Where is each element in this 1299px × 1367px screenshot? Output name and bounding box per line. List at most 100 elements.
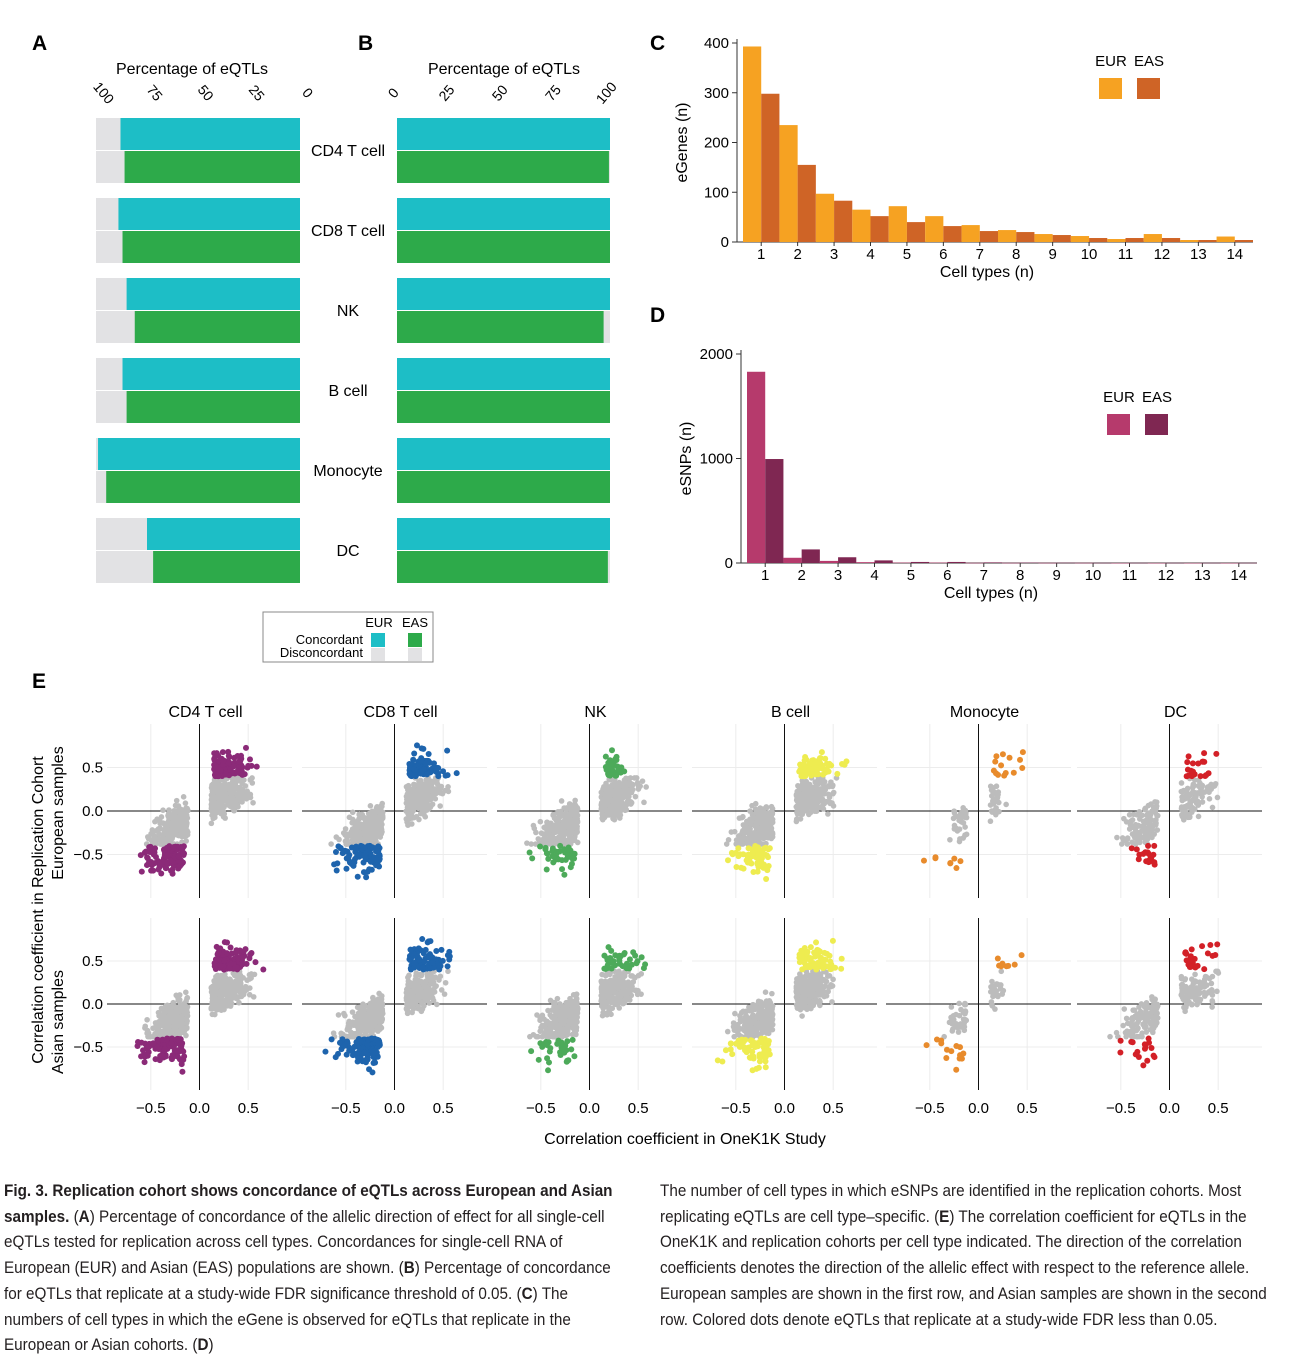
facet-title: B cell (771, 704, 810, 721)
replicated-point (565, 844, 572, 851)
replicated-point (211, 755, 218, 762)
concordant-bar (153, 551, 300, 583)
grey-point (349, 1009, 356, 1015)
replicated-point (411, 766, 418, 773)
grey-point (409, 821, 415, 827)
replicated-point (567, 864, 574, 871)
replicated-point (234, 768, 241, 775)
grey-point (567, 801, 574, 808)
grey-point (229, 801, 235, 807)
y-tick-label: 100 (704, 184, 729, 201)
concordant-bar (397, 311, 604, 343)
panel-b-tick-label: 75 (542, 82, 564, 104)
grey-point (145, 834, 151, 840)
grey-point (632, 987, 638, 994)
x-tick-label: 14 (1226, 246, 1243, 263)
grey-point (209, 986, 215, 992)
legend-swatch-eur (1099, 78, 1122, 99)
grey-point (442, 979, 449, 986)
grey-point (421, 811, 427, 818)
grey-point (162, 1027, 168, 1034)
replicated-point (233, 964, 240, 971)
replicated-point (444, 963, 451, 970)
grey-point (164, 835, 171, 842)
replicated-point (366, 866, 373, 873)
grey-point (632, 793, 639, 800)
grey-point (359, 823, 366, 829)
grey-point (182, 809, 189, 816)
grey-point (599, 804, 605, 811)
grey-point (360, 1011, 367, 1017)
grey-point (601, 791, 608, 797)
grey-point (417, 989, 423, 996)
replicated-point (248, 762, 255, 769)
grey-point (157, 841, 164, 847)
replicated-point (427, 938, 434, 945)
grey-point (182, 800, 189, 806)
replicated-point (546, 1059, 552, 1066)
replicated-point (147, 848, 154, 855)
grey-point (368, 823, 374, 830)
grey-point (610, 781, 616, 788)
replicated-point (145, 1043, 152, 1050)
bar-eur (1184, 562, 1203, 564)
y-tick-label: 0 (725, 555, 733, 572)
grey-point (213, 995, 219, 1002)
replicated-point (408, 950, 415, 957)
grey-point (430, 976, 436, 982)
grey-point (179, 819, 185, 826)
y-tick-label: 0.5 (82, 953, 103, 970)
grey-point (154, 1025, 161, 1031)
grey-point (571, 835, 577, 842)
x-tick-label: 4 (866, 246, 874, 263)
replicated-point (332, 849, 339, 856)
grey-point (338, 1030, 344, 1037)
panel-a-tick-label: 75 (144, 82, 166, 104)
x-tick-label: 2 (797, 567, 805, 584)
bar-eas (797, 164, 816, 242)
grey-point (404, 986, 411, 992)
replicated-point (569, 1036, 576, 1043)
grey-point (420, 797, 427, 804)
replicated-point (260, 966, 267, 973)
grey-point (635, 782, 642, 789)
x-tick-label: 0.0 (384, 1100, 405, 1117)
grey-point (219, 985, 226, 992)
concordant-bar (397, 391, 610, 423)
grey-point (166, 820, 172, 826)
grey-point (548, 1020, 554, 1027)
grey-point (214, 1007, 220, 1013)
grey-point (149, 827, 156, 833)
grey-point (183, 1020, 190, 1026)
legend-box (262, 611, 434, 663)
replicated-point (335, 843, 342, 850)
replicated-point (602, 764, 609, 771)
grey-point (221, 975, 228, 982)
replicated-point (242, 744, 249, 751)
replicated-point (439, 957, 446, 964)
replicated-point (559, 1045, 566, 1052)
bar-eur (1107, 239, 1126, 242)
grey-point (558, 808, 564, 815)
x-tick-label: 2 (793, 246, 801, 263)
grey-point (184, 1025, 190, 1032)
concordant-bar (397, 551, 608, 583)
grey-point (168, 1028, 174, 1035)
bar-eur (1180, 240, 1199, 242)
replicated-point (411, 750, 418, 757)
legend-eas-label: EAS (402, 615, 428, 630)
replicated-point (152, 845, 159, 852)
replicated-point (357, 1045, 364, 1052)
grey-point (628, 973, 634, 979)
legend-label-eas: EAS (1142, 389, 1172, 406)
x-tick-label: 10 (1081, 246, 1098, 263)
y-tick-label: 2000 (700, 346, 733, 363)
grey-point (146, 1033, 152, 1040)
grey-point (537, 818, 544, 825)
replicated-point (344, 848, 351, 855)
replicated-point (138, 868, 145, 875)
grey-point (210, 781, 216, 787)
concordant-bar (397, 118, 610, 150)
